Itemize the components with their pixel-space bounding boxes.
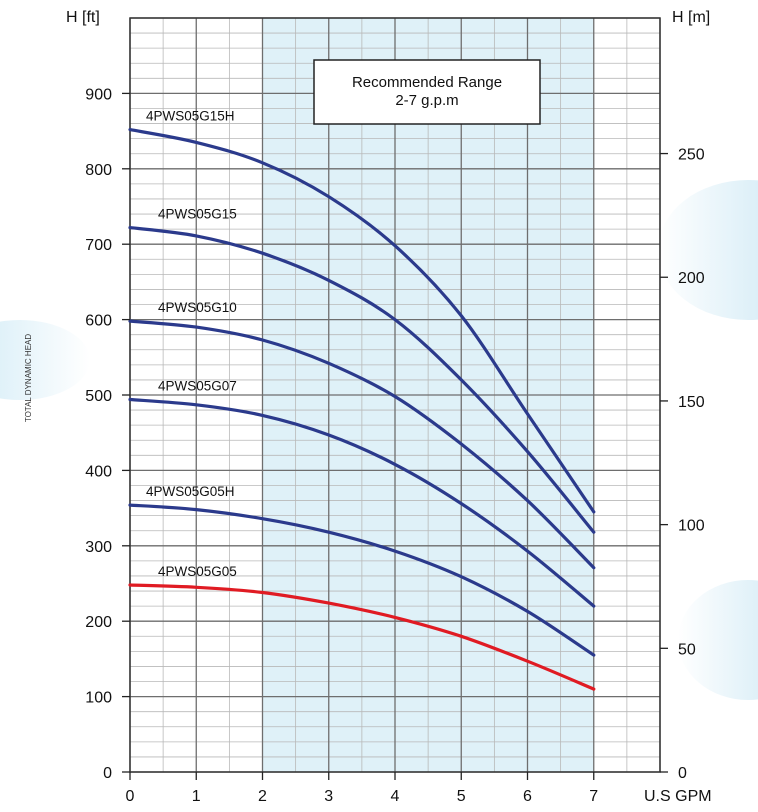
series-line-4pws05g15 [128, 226, 596, 534]
x-tick-label: 7 [589, 788, 598, 805]
series-line-4pws05g10 [128, 319, 596, 570]
series-line-4pws05g15h [128, 128, 596, 514]
right-axis-title: H [m] [672, 9, 710, 26]
recommended-range-box: Recommended Range 2-7 g.p.m [313, 59, 541, 125]
x-tick-label: 2 [258, 788, 267, 805]
x-tick-label: 6 [523, 788, 532, 805]
series-lines [128, 128, 596, 691]
right-tick-label: 200 [678, 270, 705, 287]
right-tick-label: 150 [678, 394, 705, 411]
series-labels: 4PWS05G15H 4PWS05G15 4PWS05G10 4PWS05G07 4PW… [146, 109, 237, 579]
right-axis: 0 50 100 150 200 250 [660, 147, 705, 782]
recommended-range-box-frame [313, 59, 541, 125]
series-line-4pws05g05 [128, 583, 596, 691]
left-tick-label: 400 [85, 463, 112, 480]
left-tick-label: 600 [85, 313, 112, 330]
series-label-4pws05g10: 4PWS05G10 [158, 300, 237, 315]
series-label-4pws05g15: 4PWS05G15 [158, 207, 237, 222]
recommended-range-values: 2-7 g.p.m [395, 92, 458, 109]
left-tick-label: 100 [85, 690, 112, 707]
x-tick-label: 1 [192, 788, 201, 805]
x-axis-title: U.S GPM [644, 788, 712, 805]
left-axis: 0 100 200 300 400 500 600 700 800 900 [85, 86, 130, 782]
x-axis: 0 1 2 3 4 5 6 7 [126, 772, 598, 805]
right-tick-label: 100 [678, 518, 705, 535]
series-label-4pws05g15h: 4PWS05G15H [146, 109, 235, 124]
x-tick-label: 3 [324, 788, 333, 805]
left-axis-title: H [ft] [66, 9, 100, 26]
right-tick-label: 0 [678, 765, 687, 782]
series-label-4pws05g05: 4PWS05G05 [158, 564, 237, 579]
right-tick-label: 250 [678, 147, 705, 164]
side-axis-title: TOTAL DYNAMIC HEAD [24, 334, 33, 423]
left-tick-label: 500 [85, 388, 112, 405]
left-tick-label: 200 [85, 614, 112, 631]
background-glow-right [658, 180, 758, 320]
series-line-4pws05g05h [128, 503, 596, 657]
x-tick-label: 5 [457, 788, 466, 805]
x-tick-label: 0 [126, 788, 135, 805]
right-tick-label: 50 [678, 641, 696, 658]
left-tick-label: 300 [85, 539, 112, 556]
left-tick-label: 800 [85, 162, 112, 179]
series-line-4pws05g07 [128, 397, 596, 608]
left-tick-label: 700 [85, 237, 112, 254]
left-tick-label: 900 [85, 86, 112, 103]
series-label-4pws05g07: 4PWS05G07 [158, 379, 237, 394]
background-glow-left [0, 320, 90, 400]
series-label-4pws05g05h: 4PWS05G05H [146, 484, 235, 499]
left-tick-label: 0 [103, 765, 112, 782]
x-tick-label: 4 [391, 788, 400, 805]
background-glow-right-low [678, 580, 758, 700]
recommended-range-label: Recommended Range [352, 74, 502, 91]
